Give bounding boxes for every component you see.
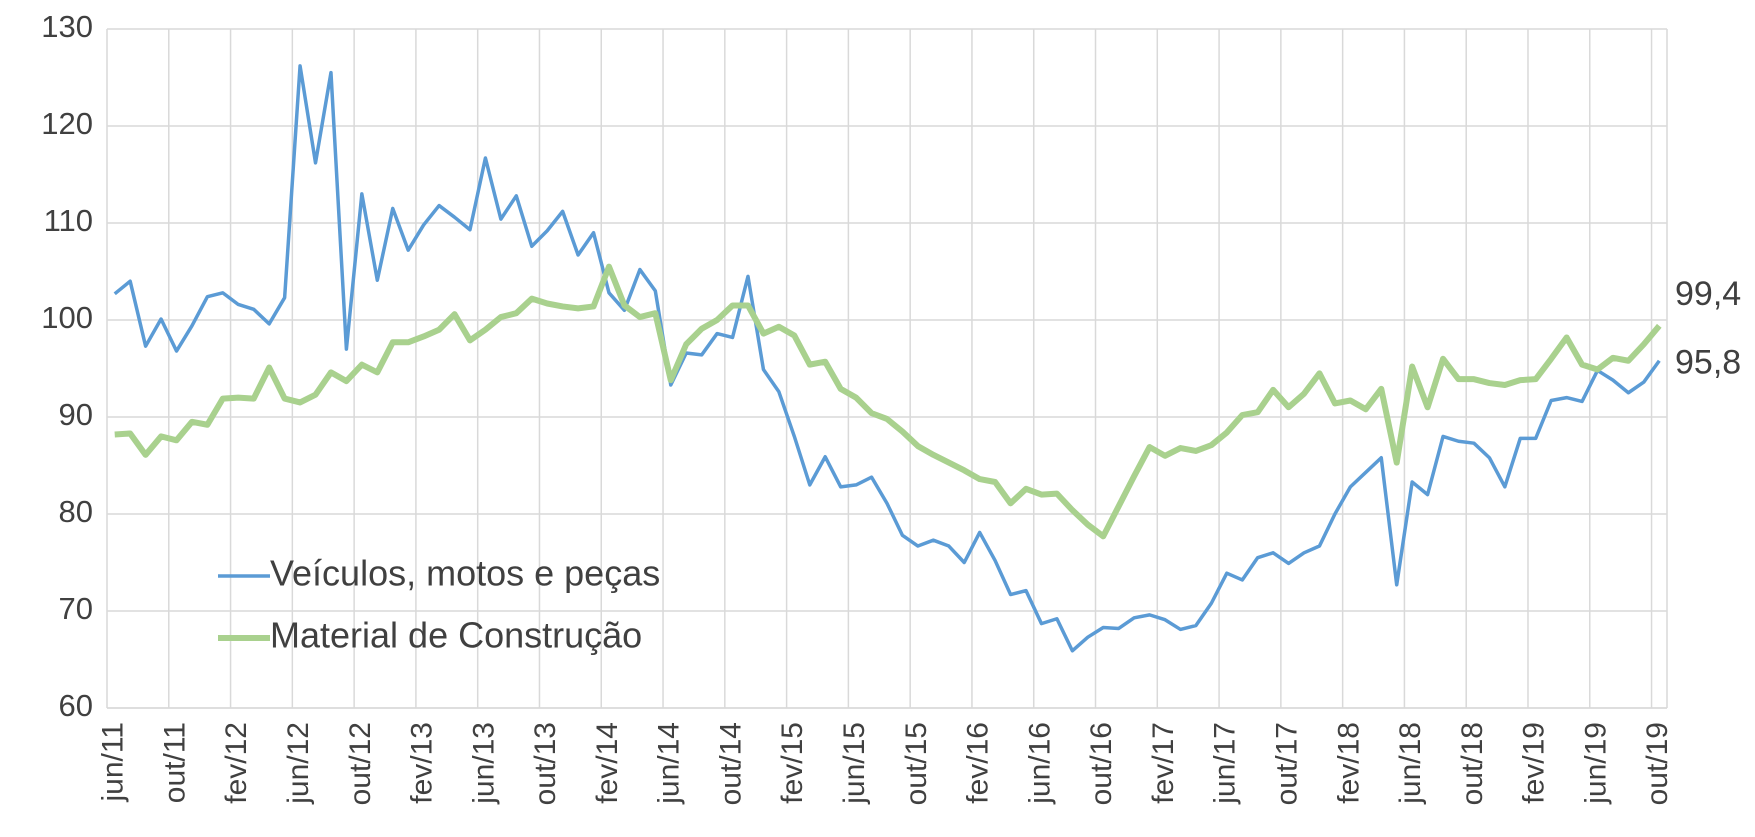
x-tick-label: out/18: [1456, 722, 1489, 805]
x-tick-label: jun/12: [282, 722, 315, 805]
data-label: 95,8: [1675, 344, 1741, 382]
x-tick-label: out/16: [1085, 722, 1118, 805]
x-tick-label: out/11: [158, 722, 191, 803]
x-tick-label: fev/16: [962, 722, 995, 804]
y-tick-label: 80: [59, 494, 93, 529]
x-tick-label: fev/12: [220, 722, 253, 804]
x-tick-label: jun/17: [1209, 722, 1242, 805]
x-tick-label: out/12: [344, 722, 377, 805]
x-tick-label: fev/18: [1332, 722, 1365, 804]
x-tick-label: jun/11: [97, 722, 130, 803]
x-tick-label: fev/19: [1518, 722, 1551, 804]
x-tick-label: out/14: [714, 722, 747, 805]
series-line: [114, 263, 1662, 540]
x-tick-label: jun/14: [653, 722, 686, 805]
x-tick-label: out/19: [1641, 722, 1674, 805]
x-tick-label: out/15: [900, 722, 933, 805]
x-tick-label: fev/14: [591, 722, 624, 804]
x-tick-label: fev/15: [776, 722, 809, 804]
x-tick-label: out/13: [529, 722, 562, 805]
x-tick-label: fev/13: [406, 722, 439, 804]
x-tick-label: jun/19: [1579, 722, 1612, 805]
x-tick-label: out/17: [1271, 722, 1304, 805]
y-tick-label: 120: [41, 106, 93, 141]
legend-label: Material de Construção: [270, 615, 642, 656]
y-tick-label: 70: [59, 591, 93, 626]
legend-label: Veículos, motos e peças: [270, 553, 660, 594]
data-label: 99,4: [1675, 275, 1741, 313]
y-tick-label: 60: [59, 688, 93, 723]
x-tick-label: jun/13: [467, 722, 500, 805]
x-tick-label: jun/16: [1023, 722, 1056, 805]
x-tick-label: jun/15: [838, 722, 871, 805]
x-tick-label: jun/18: [1394, 722, 1427, 805]
x-tick-label: fev/17: [1147, 722, 1180, 804]
y-tick-label: 110: [44, 203, 93, 238]
y-tick-label: 90: [59, 397, 93, 432]
y-tick-label: 130: [41, 9, 93, 44]
series-line: [113, 64, 1661, 653]
y-tick-label: 100: [41, 300, 93, 335]
